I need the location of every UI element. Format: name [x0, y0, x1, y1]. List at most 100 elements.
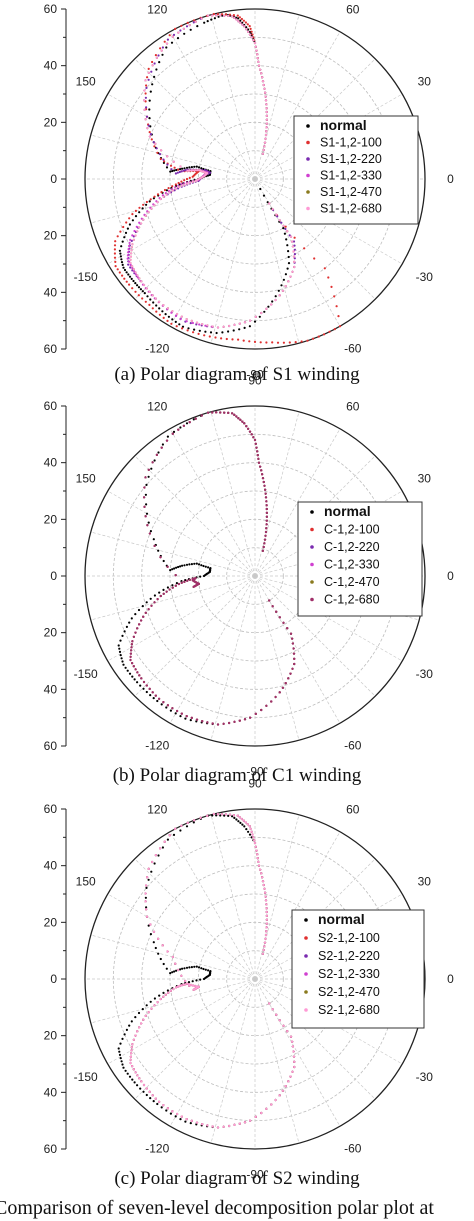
r-axis-tick-label: 20 — [44, 915, 58, 929]
series-point — [162, 195, 165, 198]
theta-tick-label: 60 — [346, 803, 360, 817]
series-point — [113, 256, 117, 259]
series-point — [293, 1065, 296, 1069]
series-point — [151, 60, 154, 64]
series-point — [145, 115, 149, 118]
series-point — [256, 53, 259, 56]
series-point — [145, 106, 148, 109]
series-point — [282, 278, 285, 281]
series-point — [216, 326, 220, 329]
series-point — [162, 592, 165, 595]
series-point — [138, 277, 141, 280]
series-point — [248, 825, 251, 828]
series-point — [243, 825, 246, 828]
series-4 — [129, 812, 296, 1129]
series-point — [160, 446, 163, 449]
series-point — [142, 1018, 145, 1021]
series-point — [193, 165, 196, 168]
series-point — [215, 331, 218, 335]
theta-tick-label: 30 — [418, 74, 432, 88]
series-point — [173, 970, 176, 973]
series-point — [171, 971, 174, 974]
series-point — [265, 914, 268, 918]
series-point — [177, 582, 180, 586]
series-point — [174, 827, 177, 831]
series-point — [259, 465, 262, 468]
series-point — [169, 972, 172, 975]
series-point — [179, 426, 182, 429]
series-point — [162, 304, 165, 307]
figure-footer-text: Comparison of seven-level decomposition … — [0, 1197, 434, 1219]
series-point — [192, 988, 195, 991]
series-point — [166, 307, 169, 310]
series-point — [144, 92, 147, 95]
series-point — [235, 18, 238, 21]
series-point — [278, 616, 281, 619]
series-point — [173, 166, 176, 169]
series-point — [271, 341, 274, 344]
series-point — [145, 483, 148, 486]
series-point — [152, 141, 155, 144]
series-point — [140, 619, 143, 622]
series-point — [142, 283, 146, 287]
series-point — [180, 581, 183, 584]
series-point — [265, 519, 268, 522]
legend-marker — [304, 954, 308, 958]
series-point — [159, 157, 162, 161]
series-point — [293, 265, 296, 269]
series-point — [136, 274, 139, 277]
series-point — [260, 469, 263, 472]
series-point — [177, 428, 180, 431]
series-point — [264, 133, 268, 137]
series-point — [127, 251, 130, 254]
polar-grid-spoke — [90, 178, 256, 224]
series-point — [248, 30, 251, 33]
series-point — [244, 21, 247, 24]
series-point — [185, 318, 188, 321]
series-point — [254, 315, 257, 318]
series-point — [156, 598, 159, 601]
series-point — [157, 451, 160, 454]
series-point — [249, 27, 252, 30]
series-point — [145, 884, 148, 887]
series-point — [169, 170, 172, 173]
series-point — [254, 442, 257, 445]
theta-tick-label: -90 — [246, 1168, 264, 1182]
series-point — [253, 320, 257, 323]
series-point — [186, 579, 189, 582]
series-point — [265, 500, 268, 503]
series-point — [220, 813, 224, 816]
series-point — [235, 415, 238, 418]
series-point — [264, 937, 267, 940]
series-point — [144, 611, 147, 615]
series-point — [130, 277, 133, 280]
series-point — [175, 168, 178, 172]
series-point — [293, 260, 296, 263]
series-point — [323, 333, 326, 336]
series-point — [253, 41, 257, 45]
series-point — [185, 825, 189, 828]
series-point — [207, 566, 210, 569]
series-point — [180, 1115, 183, 1118]
series-point — [172, 33, 176, 37]
series-point — [312, 337, 315, 340]
series-point — [153, 594, 156, 597]
series-point — [126, 227, 129, 230]
series-point — [145, 512, 149, 515]
series-point — [126, 254, 129, 257]
series-point — [223, 814, 226, 817]
series-point — [268, 202, 271, 205]
series-point — [277, 289, 280, 292]
series-point — [180, 24, 183, 27]
series-point — [149, 530, 152, 533]
series-point — [170, 168, 173, 171]
series-point — [259, 68, 262, 71]
series-point — [118, 1050, 121, 1053]
series-point — [143, 496, 146, 499]
series-point — [196, 169, 199, 172]
series-point — [243, 422, 246, 425]
polar-grid-spoke — [169, 428, 256, 577]
series-point — [145, 906, 148, 909]
polar-grid-spoke — [134, 575, 256, 697]
series-point — [289, 235, 293, 238]
